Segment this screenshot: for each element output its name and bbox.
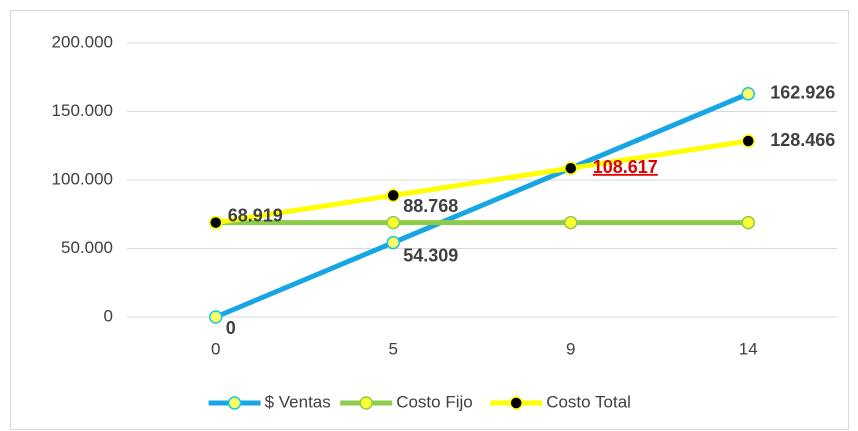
data-label: 0 <box>226 318 236 338</box>
x-tick-label: 14 <box>739 339 758 358</box>
y-tick-label: 200.000 <box>52 32 113 51</box>
y-tick-label: 150.000 <box>52 101 113 120</box>
data-label: 88.768 <box>403 196 458 216</box>
y-tick-label: 100.000 <box>52 169 113 188</box>
marker <box>386 188 400 203</box>
series-line <box>214 91 750 320</box>
legend-marker <box>509 396 523 410</box>
data-label: 128.466 <box>770 130 835 150</box>
marker <box>209 310 223 324</box>
y-tick-label: 0 <box>104 306 113 325</box>
x-tick-label: 5 <box>389 339 398 358</box>
chart-border <box>10 10 849 430</box>
marker <box>741 87 755 101</box>
marker <box>564 215 578 230</box>
legend-marker <box>359 396 373 410</box>
marker <box>741 134 755 148</box>
legend-label: Costo Fijo <box>396 392 473 411</box>
marker <box>386 235 400 250</box>
data-label: 54.309 <box>403 245 458 265</box>
marker <box>741 215 755 230</box>
series-line <box>215 138 749 226</box>
y-tick-label: 50.000 <box>61 238 113 257</box>
data-label: 68.919 <box>228 205 283 225</box>
x-tick-label: 9 <box>566 339 575 358</box>
marker <box>209 215 223 230</box>
x-tick-label: 0 <box>211 339 220 358</box>
legend-marker <box>227 396 242 410</box>
legend-label: Costo Total <box>546 392 631 411</box>
data-label: 162.926 <box>770 83 835 103</box>
data-label: 108.617 <box>593 157 658 177</box>
marker <box>564 161 578 175</box>
legend-label: $ Ventas <box>265 392 331 411</box>
marker <box>386 215 400 230</box>
